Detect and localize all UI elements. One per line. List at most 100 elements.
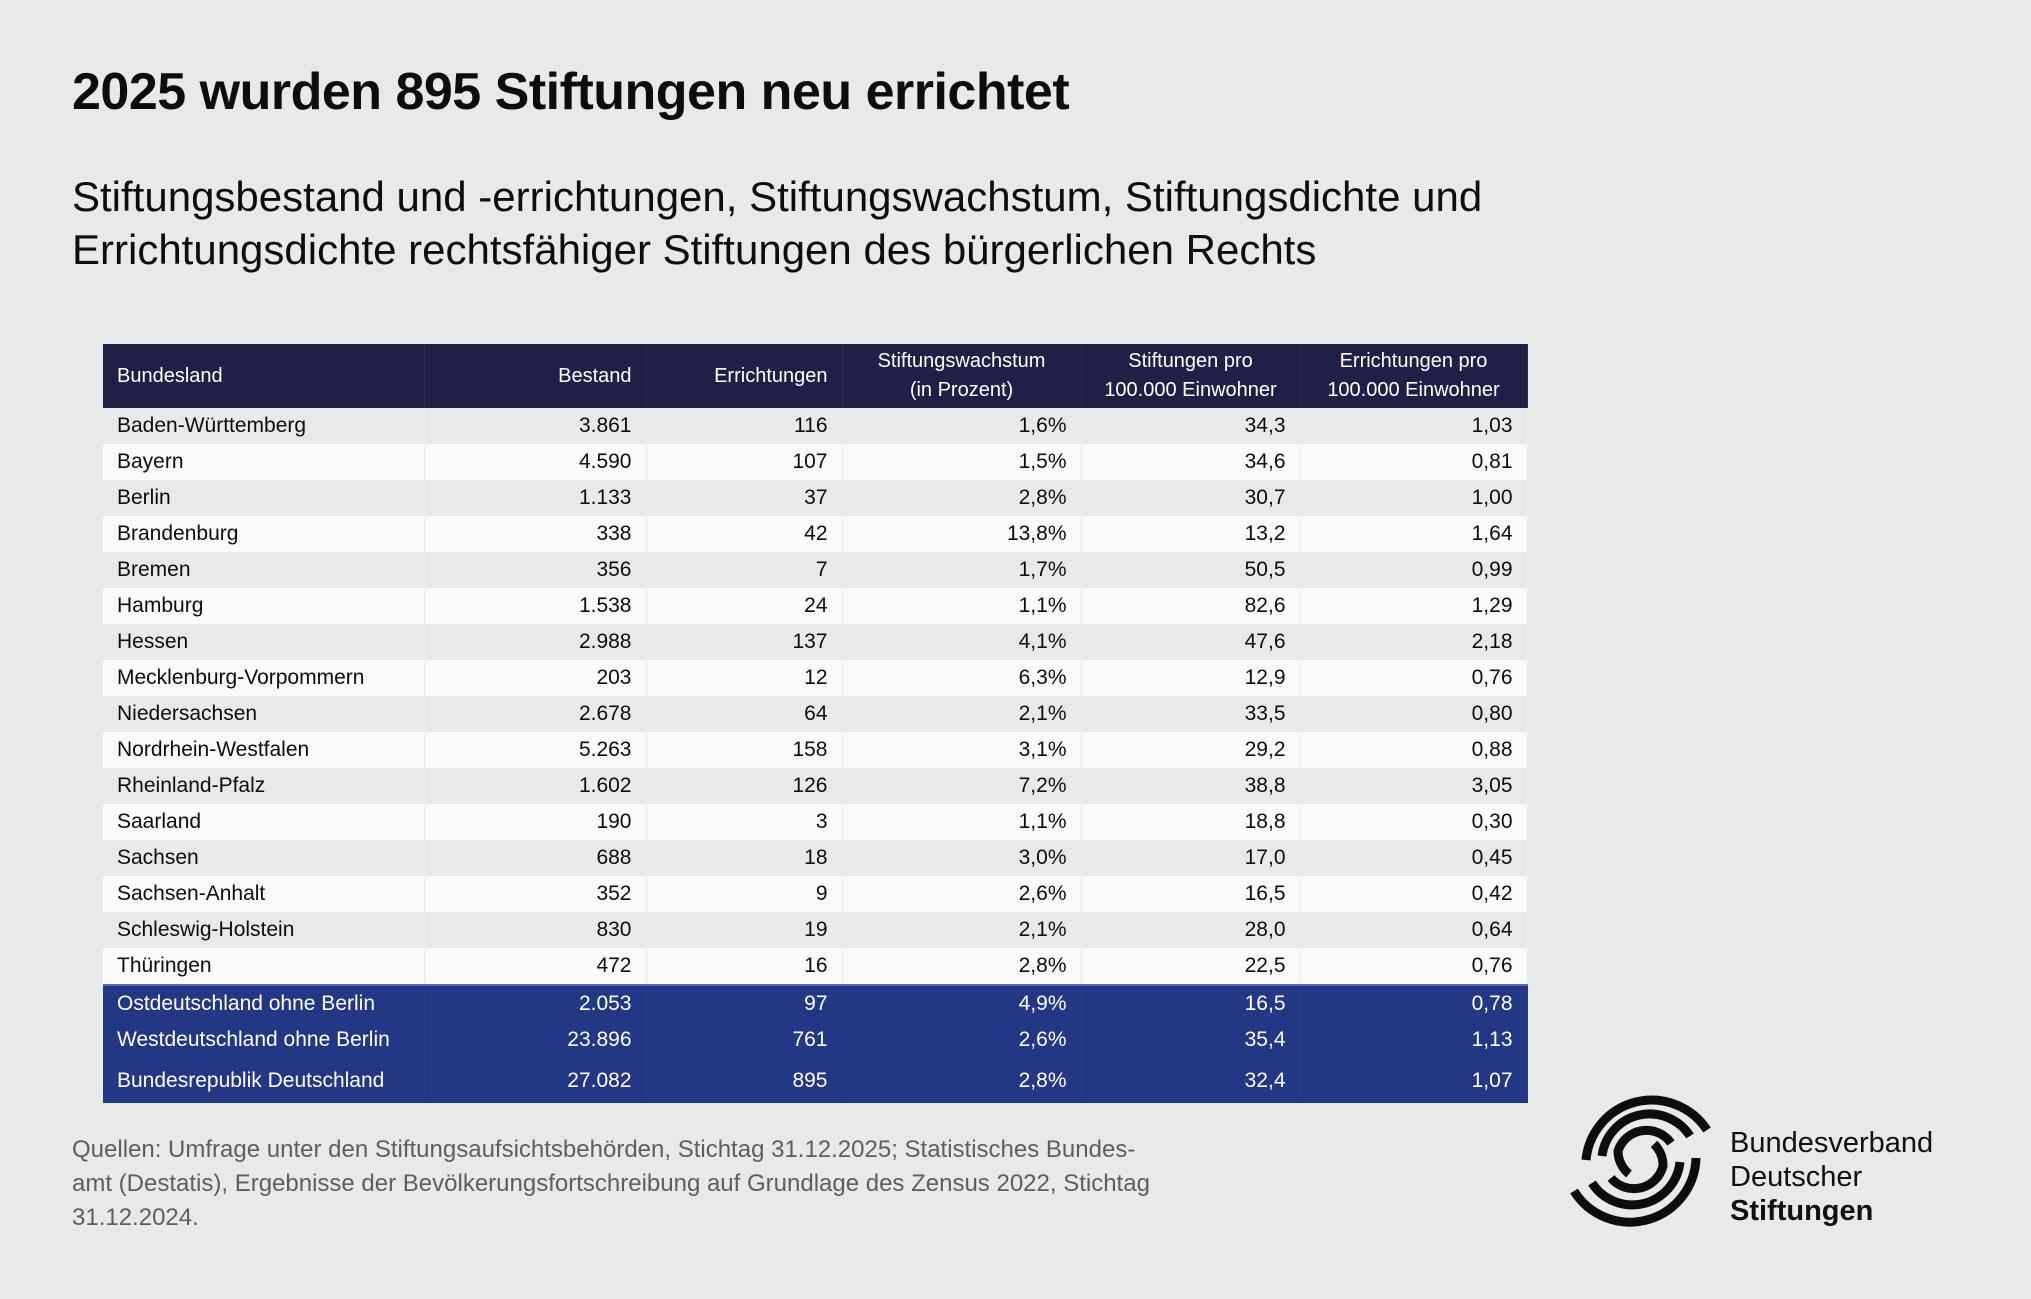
new-foundations-value-cell: 12 bbox=[646, 660, 843, 696]
stock-value-cell: 2.988 bbox=[424, 624, 647, 660]
foundations-per-100k-cell: 18,8 bbox=[1081, 804, 1301, 840]
state-name-cell: Westdeutschland ohne Berlin bbox=[103, 1021, 425, 1059]
stock-value-cell: 203 bbox=[424, 660, 647, 696]
foundations-per-100k-cell: 38,8 bbox=[1081, 768, 1301, 804]
state-name-cell: Bremen bbox=[103, 552, 425, 588]
table-row: Schleswig-Holstein 830 19 2,1% 28,0 0,64 bbox=[103, 912, 1528, 948]
new-per-100k-cell: 1,07 bbox=[1300, 1059, 1528, 1103]
new-foundations-value-cell: 24 bbox=[646, 588, 843, 624]
stock-value-cell: 1.602 bbox=[424, 768, 647, 804]
state-name-cell: Berlin bbox=[103, 480, 425, 516]
growth-percent-cell: 4,1% bbox=[842, 624, 1082, 660]
bundesverband-logo: Bundesverband Deutscher Stiftungen bbox=[1568, 1088, 1988, 1238]
summary-row: Bundesrepublik Deutschland 27.082 895 2,8% 3… bbox=[103, 1059, 1528, 1103]
column-header: Stiftungen pro 100.000 Einwohner bbox=[1081, 344, 1301, 408]
state-name-cell: Mecklenburg-Vorpommern bbox=[103, 660, 425, 696]
state-name-cell: Brandenburg bbox=[103, 516, 425, 552]
source-line: 31.12.2024. bbox=[72, 1204, 199, 1231]
state-name-cell: Hamburg bbox=[103, 588, 425, 624]
state-name-cell: Baden-Württemberg bbox=[103, 408, 425, 444]
foundations-per-100k-cell: 35,4 bbox=[1081, 1021, 1301, 1059]
growth-percent-cell: 1,1% bbox=[842, 588, 1082, 624]
new-per-100k-cell: 2,18 bbox=[1300, 624, 1528, 660]
foundations-per-100k-cell: 34,6 bbox=[1081, 444, 1301, 480]
growth-percent-cell: 1,7% bbox=[842, 552, 1082, 588]
growth-percent-cell: 2,8% bbox=[842, 480, 1082, 516]
foundations-per-100k-cell: 16,5 bbox=[1081, 984, 1301, 1021]
stock-value-cell: 472 bbox=[424, 948, 647, 985]
column-header-line: (in Prozent) bbox=[909, 379, 1014, 401]
new-per-100k-cell: 1,03 bbox=[1300, 408, 1528, 444]
new-per-100k-cell: 0,45 bbox=[1300, 840, 1528, 876]
stock-value-cell: 4.590 bbox=[424, 444, 647, 480]
growth-percent-cell: 2,6% bbox=[842, 1021, 1082, 1059]
new-per-100k-cell: 0,78 bbox=[1300, 984, 1528, 1021]
foundations-per-100k-cell: 50,5 bbox=[1081, 552, 1301, 588]
column-header-line: Stiftungen pro bbox=[1128, 350, 1253, 372]
foundations-per-100k-cell: 22,5 bbox=[1081, 948, 1301, 985]
growth-percent-cell: 13,8% bbox=[842, 516, 1082, 552]
table-row: Thüringen 472 16 2,8% 22,5 0,76 bbox=[103, 948, 1528, 985]
foundations-per-100k-cell: 82,6 bbox=[1081, 588, 1301, 624]
new-per-100k-cell: 0,64 bbox=[1300, 912, 1528, 948]
new-foundations-value-cell: 107 bbox=[646, 444, 843, 480]
foundations-per-100k-cell: 29,2 bbox=[1081, 732, 1301, 768]
state-name-cell: Niedersachsen bbox=[103, 696, 425, 732]
stock-value-cell: 2.053 bbox=[424, 984, 647, 1021]
column-header-line: Stiftungswachstum bbox=[877, 350, 1046, 372]
new-foundations-value-cell: 16 bbox=[646, 948, 843, 985]
new-foundations-value-cell: 97 bbox=[646, 984, 843, 1021]
new-foundations-value-cell: 19 bbox=[646, 912, 843, 948]
foundations-per-100k-cell: 28,0 bbox=[1081, 912, 1301, 948]
stock-value-cell: 356 bbox=[424, 552, 647, 588]
foundations-per-100k-cell: 34,3 bbox=[1081, 408, 1301, 444]
summary-row: Ostdeutschland ohne Berlin 2.053 97 4,9% 16,… bbox=[103, 984, 1528, 1021]
stock-value-cell: 830 bbox=[424, 912, 647, 948]
new-per-100k-cell: 0,76 bbox=[1300, 948, 1528, 985]
bundesverband-s-logo-icon bbox=[1570, 1095, 1711, 1227]
stock-value-cell: 338 bbox=[424, 516, 647, 552]
column-header-line: Errichtungen pro bbox=[1339, 350, 1488, 372]
growth-percent-cell: 4,9% bbox=[842, 984, 1082, 1021]
new-foundations-value-cell: 126 bbox=[646, 768, 843, 804]
table-row: Sachsen-Anhalt 352 9 2,6% 16,5 0,42 bbox=[103, 876, 1528, 912]
growth-percent-cell: 1,5% bbox=[842, 444, 1082, 480]
logo-wordmark: Bundesverband Deutscher Stiftungen bbox=[1730, 1126, 1933, 1228]
table-row: Hamburg 1.538 24 1,1% 82,6 1,29 bbox=[103, 588, 1528, 624]
new-foundations-value-cell: 9 bbox=[646, 876, 843, 912]
growth-percent-cell: 3,1% bbox=[842, 732, 1082, 768]
source-line: Quellen: Umfrage unter den Stiftungsaufs… bbox=[72, 1136, 1136, 1163]
new-foundations-value-cell: 116 bbox=[646, 408, 843, 444]
table-body: Baden-Württemberg 3.861 116 1,6% 34,3 1,03 Bay… bbox=[103, 408, 1528, 1103]
table-row: Brandenburg 338 42 13,8% 13,2 1,64 bbox=[103, 516, 1528, 552]
table-row: Baden-Württemberg 3.861 116 1,6% 34,3 1,03 bbox=[103, 408, 1528, 444]
state-name-cell: Schleswig-Holstein bbox=[103, 912, 425, 948]
column-header-line: 100.000 Einwohner bbox=[1104, 379, 1277, 401]
foundations-per-100k-cell: 30,7 bbox=[1081, 480, 1301, 516]
new-per-100k-cell: 3,05 bbox=[1300, 768, 1528, 804]
new-foundations-value-cell: 42 bbox=[646, 516, 843, 552]
source-footnote: Quellen: Umfrage unter den Stiftungsaufs… bbox=[72, 1133, 1272, 1235]
foundations-per-100k-cell: 33,5 bbox=[1081, 696, 1301, 732]
foundations-per-100k-cell: 47,6 bbox=[1081, 624, 1301, 660]
page-title: 2025 wurden 895 Stiftungen neu errichtet bbox=[72, 63, 1070, 121]
table-row: Mecklenburg-Vorpommern 203 12 6,3% 12,9 0,76 bbox=[103, 660, 1528, 696]
table-row: Niedersachsen 2.678 64 2,1% 33,5 0,80 bbox=[103, 696, 1528, 732]
new-foundations-value-cell: 7 bbox=[646, 552, 843, 588]
stock-value-cell: 1.538 bbox=[424, 588, 647, 624]
state-name-cell: Bundesrepublik Deutschland bbox=[103, 1059, 425, 1103]
new-per-100k-cell: 1,00 bbox=[1300, 480, 1528, 516]
new-per-100k-cell: 0,88 bbox=[1300, 732, 1528, 768]
growth-percent-cell: 2,6% bbox=[842, 876, 1082, 912]
new-per-100k-cell: 0,99 bbox=[1300, 552, 1528, 588]
table-row: Hessen 2.988 137 4,1% 47,6 2,18 bbox=[103, 624, 1528, 660]
stock-value-cell: 352 bbox=[424, 876, 647, 912]
table-header-row: Bundesland Bestand Errichtungen Stiftungswa… bbox=[103, 344, 1528, 408]
state-name-cell: Bayern bbox=[103, 444, 425, 480]
new-per-100k-cell: 0,30 bbox=[1300, 804, 1528, 840]
state-name-cell: Nordrhein-Westfalen bbox=[103, 732, 425, 768]
column-header: Stiftungswachstum (in Prozent) bbox=[842, 344, 1082, 408]
stock-value-cell: 3.861 bbox=[424, 408, 647, 444]
state-name-cell: Rheinland-Pfalz bbox=[103, 768, 425, 804]
growth-percent-cell: 3,0% bbox=[842, 840, 1082, 876]
